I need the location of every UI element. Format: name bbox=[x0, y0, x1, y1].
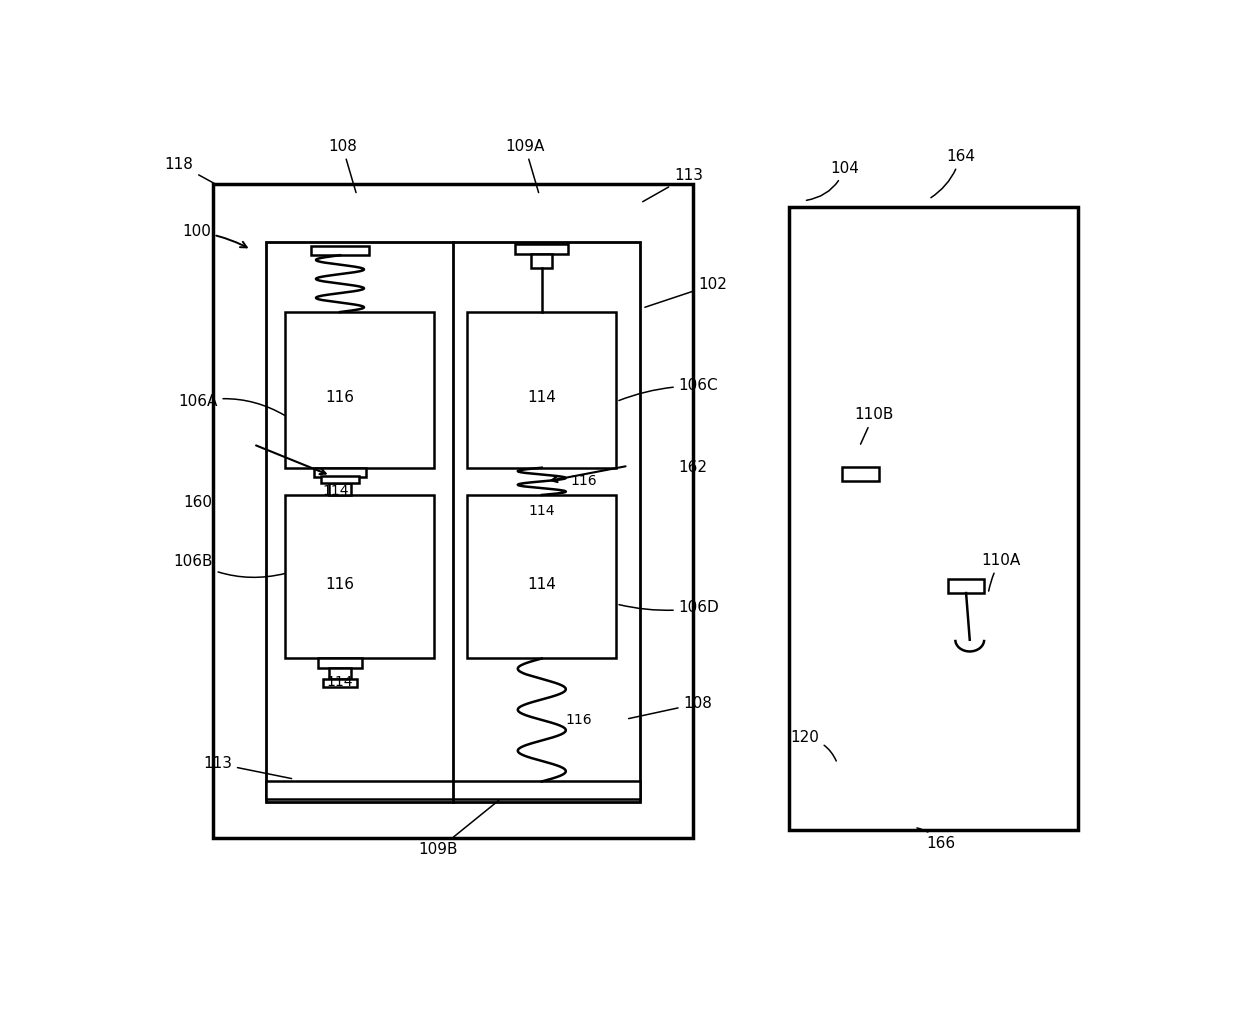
Text: 109B: 109B bbox=[419, 801, 498, 856]
Bar bbox=[319, 658, 362, 668]
Text: 110A: 110A bbox=[981, 553, 1021, 591]
Bar bbox=[531, 254, 552, 268]
Text: 114: 114 bbox=[327, 674, 353, 688]
Bar bbox=[265, 782, 640, 799]
Text: 109A: 109A bbox=[505, 139, 544, 193]
Text: 114: 114 bbox=[322, 484, 348, 498]
Text: 102: 102 bbox=[645, 277, 727, 307]
Bar bbox=[330, 668, 351, 679]
Bar bbox=[213, 184, 693, 837]
Bar bbox=[467, 312, 616, 468]
Text: 120: 120 bbox=[790, 730, 836, 761]
Text: 108: 108 bbox=[327, 139, 357, 193]
Bar bbox=[265, 242, 640, 803]
Text: 110B: 110B bbox=[854, 407, 894, 444]
Text: 116: 116 bbox=[570, 474, 598, 488]
Text: 113: 113 bbox=[203, 756, 291, 778]
Text: 116: 116 bbox=[325, 390, 355, 405]
Text: 108: 108 bbox=[629, 697, 713, 719]
Text: 160: 160 bbox=[184, 495, 213, 511]
Bar bbox=[311, 246, 368, 255]
Bar bbox=[321, 475, 360, 483]
Bar bbox=[285, 495, 434, 658]
Text: 116: 116 bbox=[565, 713, 593, 727]
Text: 164: 164 bbox=[931, 149, 975, 198]
Text: 166: 166 bbox=[916, 828, 956, 851]
Text: 114: 114 bbox=[528, 503, 556, 518]
Text: 118: 118 bbox=[165, 157, 215, 184]
Text: 106D: 106D bbox=[619, 601, 719, 616]
Bar bbox=[330, 483, 351, 495]
Text: 116: 116 bbox=[325, 577, 355, 592]
Text: 113: 113 bbox=[642, 168, 703, 201]
Bar bbox=[467, 495, 616, 658]
Text: 106C: 106C bbox=[619, 378, 718, 400]
Text: 114: 114 bbox=[527, 577, 557, 592]
Bar bbox=[324, 679, 357, 687]
Text: 114: 114 bbox=[527, 390, 557, 405]
Text: 162: 162 bbox=[678, 460, 708, 475]
Text: 104: 104 bbox=[806, 161, 859, 200]
Bar bbox=[516, 245, 568, 254]
Bar bbox=[947, 579, 985, 593]
Text: 100: 100 bbox=[182, 224, 247, 248]
Bar bbox=[842, 467, 879, 481]
Bar bbox=[314, 468, 367, 477]
Text: 106A: 106A bbox=[179, 394, 285, 416]
Bar bbox=[789, 207, 1078, 830]
Bar bbox=[285, 312, 434, 468]
Text: 106B: 106B bbox=[174, 554, 285, 577]
